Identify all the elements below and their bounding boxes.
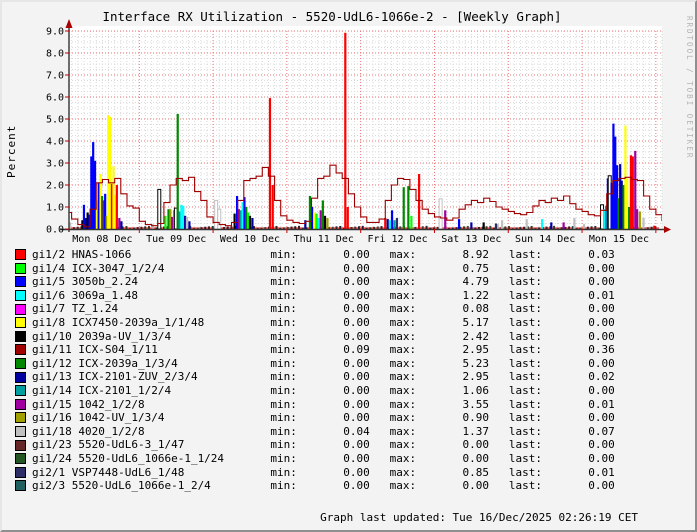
legend-row: gi1/5 3050b_2.24 min: 0.00 max: 4.79 las… bbox=[2, 275, 695, 289]
legend-swatch bbox=[15, 480, 26, 492]
legend-swatch bbox=[15, 330, 26, 342]
legend-swatch bbox=[15, 317, 26, 329]
legend-entry-text: gi1/10 2039a-UV_1/3/4 min: 0.00 max: 2.4… bbox=[32, 329, 615, 343]
legend-row: gi1/11 ICX-S04_1/11 min: 0.09 max: 2.95 … bbox=[2, 343, 695, 357]
x-day-label: Mon 15 Dec bbox=[589, 234, 649, 245]
legend-row: gi1/7 TZ_1.24 min: 0.00 max: 0.08 last: … bbox=[2, 302, 695, 316]
y-tick-label: 8.0 bbox=[46, 49, 64, 60]
legend-row: gi1/15 1042_1/2/8 min: 0.00 max: 3.55 la… bbox=[2, 397, 695, 412]
legend-row: gi1/6 3069a_1.48 min: 0.00 max: 1.22 las… bbox=[2, 288, 695, 303]
legend-swatch bbox=[15, 439, 26, 451]
x-day-label: Tue 09 Dec bbox=[146, 234, 206, 245]
x-day-label: Mon 08 Dec bbox=[72, 234, 132, 245]
legend-swatch bbox=[15, 426, 26, 438]
legend-row: gi1/8 ICX7450-2039a_1/1/48 min: 0.00 max… bbox=[2, 315, 695, 330]
legend-entry-text: gi1/13 ICX-2101-ZUV_2/3/4 min: 0.00 max:… bbox=[32, 370, 615, 384]
legend-swatch bbox=[15, 303, 26, 315]
y-tick-label: 1.0 bbox=[46, 203, 64, 214]
legend-entry-text: gi1/5 3050b_2.24 min: 0.00 max: 4.79 las… bbox=[32, 275, 615, 289]
legend-swatch bbox=[15, 276, 26, 288]
x-day-label: Sun 14 Dec bbox=[515, 234, 575, 245]
y-tick-label: 2.0 bbox=[46, 181, 64, 192]
legend-entry-text: gi1/6 3069a_1.48 min: 0.00 max: 1.22 las… bbox=[32, 288, 615, 302]
legend-row: gi1/4 ICX-3047_1/2/4 min: 0.00 max: 0.75… bbox=[2, 261, 695, 276]
legend-swatch bbox=[15, 290, 26, 302]
legend-swatch bbox=[15, 412, 26, 424]
x-day-label: Thu 11 Dec bbox=[294, 234, 354, 245]
legend-row: gi1/18 4020_1/2/8 min: 0.04 max: 1.37 la… bbox=[2, 424, 695, 439]
legend-entry-text: gi1/4 ICX-3047_1/2/4 min: 0.00 max: 0.75… bbox=[32, 261, 615, 275]
legend-entry-text: gi1/7 TZ_1.24 min: 0.00 max: 0.08 last: … bbox=[32, 302, 615, 316]
legend-swatch bbox=[15, 466, 26, 478]
x-day-label: Wed 10 Dec bbox=[220, 234, 280, 245]
legend-entry-text: gi1/2 HNAS-1066 min: 0.00 max: 8.92 last… bbox=[32, 248, 615, 261]
legend-swatch bbox=[15, 344, 26, 356]
legend-row: gi1/14 ICX-2101_1/2/4 min: 0.00 max: 1.0… bbox=[2, 383, 695, 398]
legend-row: gi2/1 VSP7448-UdL6_1/48 min: 0.00 max: 0… bbox=[2, 465, 695, 480]
y-tick-label: 6.0 bbox=[46, 93, 64, 104]
legend-entry-text: gi2/1 VSP7448-UdL6_1/48 min: 0.00 max: 0… bbox=[32, 465, 615, 479]
legend-swatch bbox=[15, 371, 26, 383]
legend-row: gi1/16 1042-UV_1/3/4 min: 0.00 max: 0.90… bbox=[2, 411, 695, 425]
legend-entry-text: gi1/11 ICX-S04_1/11 min: 0.09 max: 2.95 … bbox=[32, 343, 615, 357]
legend-entry-text: gi1/23 5520-UdL6-3_1/47 min: 0.00 max: 0… bbox=[32, 438, 615, 452]
legend-row: gi1/13 ICX-2101-ZUV_2/3/4 min: 0.00 max:… bbox=[2, 370, 695, 384]
utilization-plot: 0.0 1.0 2.0 3.0 4.0 5.0 6.0 7.0 8.0 9.0 Mon 08 Dec… bbox=[46, 19, 671, 245]
x-day-label: Fri 12 Dec bbox=[367, 234, 427, 245]
rrdtool-watermark: RRDTOOL / TOBI OETIKER bbox=[685, 16, 694, 160]
y-tick-label: 7.0 bbox=[46, 71, 64, 82]
y-tick-label: 4.0 bbox=[46, 137, 64, 148]
graph-title: Interface RX Utilization - 5520-UdL6-106… bbox=[102, 9, 562, 24]
legend-row: gi1/10 2039a-UV_1/3/4 min: 0.00 max: 2.4… bbox=[2, 329, 695, 344]
legend-row: gi1/12 ICX-2039a_1/3/4 min: 0.00 max: 5.… bbox=[2, 356, 695, 371]
legend-swatch bbox=[15, 453, 26, 465]
y-axis-label: Percent bbox=[5, 124, 18, 178]
y-tick-label: 5.0 bbox=[46, 115, 64, 126]
legend-entry-text: gi1/16 1042-UV_1/3/4 min: 0.00 max: 0.90… bbox=[32, 411, 615, 425]
legend-row: gi1/23 5520-UdL6-3_1/47 min: 0.00 max: 0… bbox=[2, 438, 695, 452]
legend-entry-text: gi1/14 ICX-2101_1/2/4 min: 0.00 max: 1.0… bbox=[32, 383, 615, 397]
legend-entry-text: gi1/12 ICX-2039a_1/3/4 min: 0.00 max: 5.… bbox=[32, 356, 615, 370]
legend-swatch bbox=[15, 249, 26, 261]
y-tick-label: 9.0 bbox=[46, 27, 64, 38]
legend-row: gi1/24 5520-UdL6_1066e-1_1/24 min: 0.00 … bbox=[2, 451, 695, 466]
legend-row: gi1/2 HNAS-1066 min: 0.00 max: 8.92 last… bbox=[2, 248, 695, 262]
last-updated-text: Graph last updated: Tue 16/Dec/2025 02:2… bbox=[320, 511, 638, 524]
y-tick-label: 0.0 bbox=[46, 225, 64, 236]
legend: gi1/2 HNAS-1066 min: 0.00 max: 8.92 last… bbox=[2, 248, 695, 493]
legend-entry-text: gi1/15 1042_1/2/8 min: 0.00 max: 3.55 la… bbox=[32, 397, 615, 411]
legend-swatch bbox=[15, 398, 26, 410]
legend-swatch bbox=[15, 385, 26, 397]
legend-entry-text: gi1/18 4020_1/2/8 min: 0.04 max: 1.37 la… bbox=[32, 424, 615, 438]
legend-swatch bbox=[15, 358, 26, 370]
legend-row: gi2/3 5520-UdL6_1066e-1_2/4 min: 0.00 ma… bbox=[2, 479, 695, 493]
legend-swatch bbox=[15, 262, 26, 274]
legend-entry-text: gi1/8 ICX7450-2039a_1/1/48 min: 0.00 max… bbox=[32, 315, 615, 329]
y-tick-label: 3.0 bbox=[46, 159, 64, 170]
legend-entry-text: gi2/3 5520-UdL6_1066e-1_2/4 min: 0.00 ma… bbox=[32, 479, 615, 493]
legend-entry-text: gi1/24 5520-UdL6_1066e-1_1/24 min: 0.00 … bbox=[32, 451, 615, 465]
x-day-label: Sat 13 Dec bbox=[441, 234, 501, 245]
